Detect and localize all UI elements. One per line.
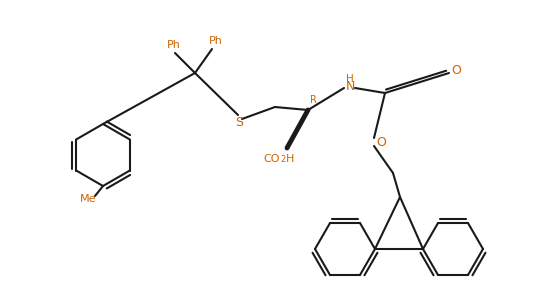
Text: S: S (235, 116, 243, 129)
Text: CO: CO (264, 154, 280, 164)
Text: Me: Me (80, 194, 96, 204)
Text: Ph: Ph (209, 36, 223, 46)
Text: 2: 2 (281, 156, 285, 165)
Text: N: N (345, 79, 355, 92)
Text: O: O (451, 64, 461, 77)
Text: H: H (286, 154, 294, 164)
Text: R: R (310, 95, 316, 105)
Text: O: O (376, 136, 386, 150)
Text: H: H (346, 74, 354, 84)
Text: Ph: Ph (167, 40, 181, 50)
